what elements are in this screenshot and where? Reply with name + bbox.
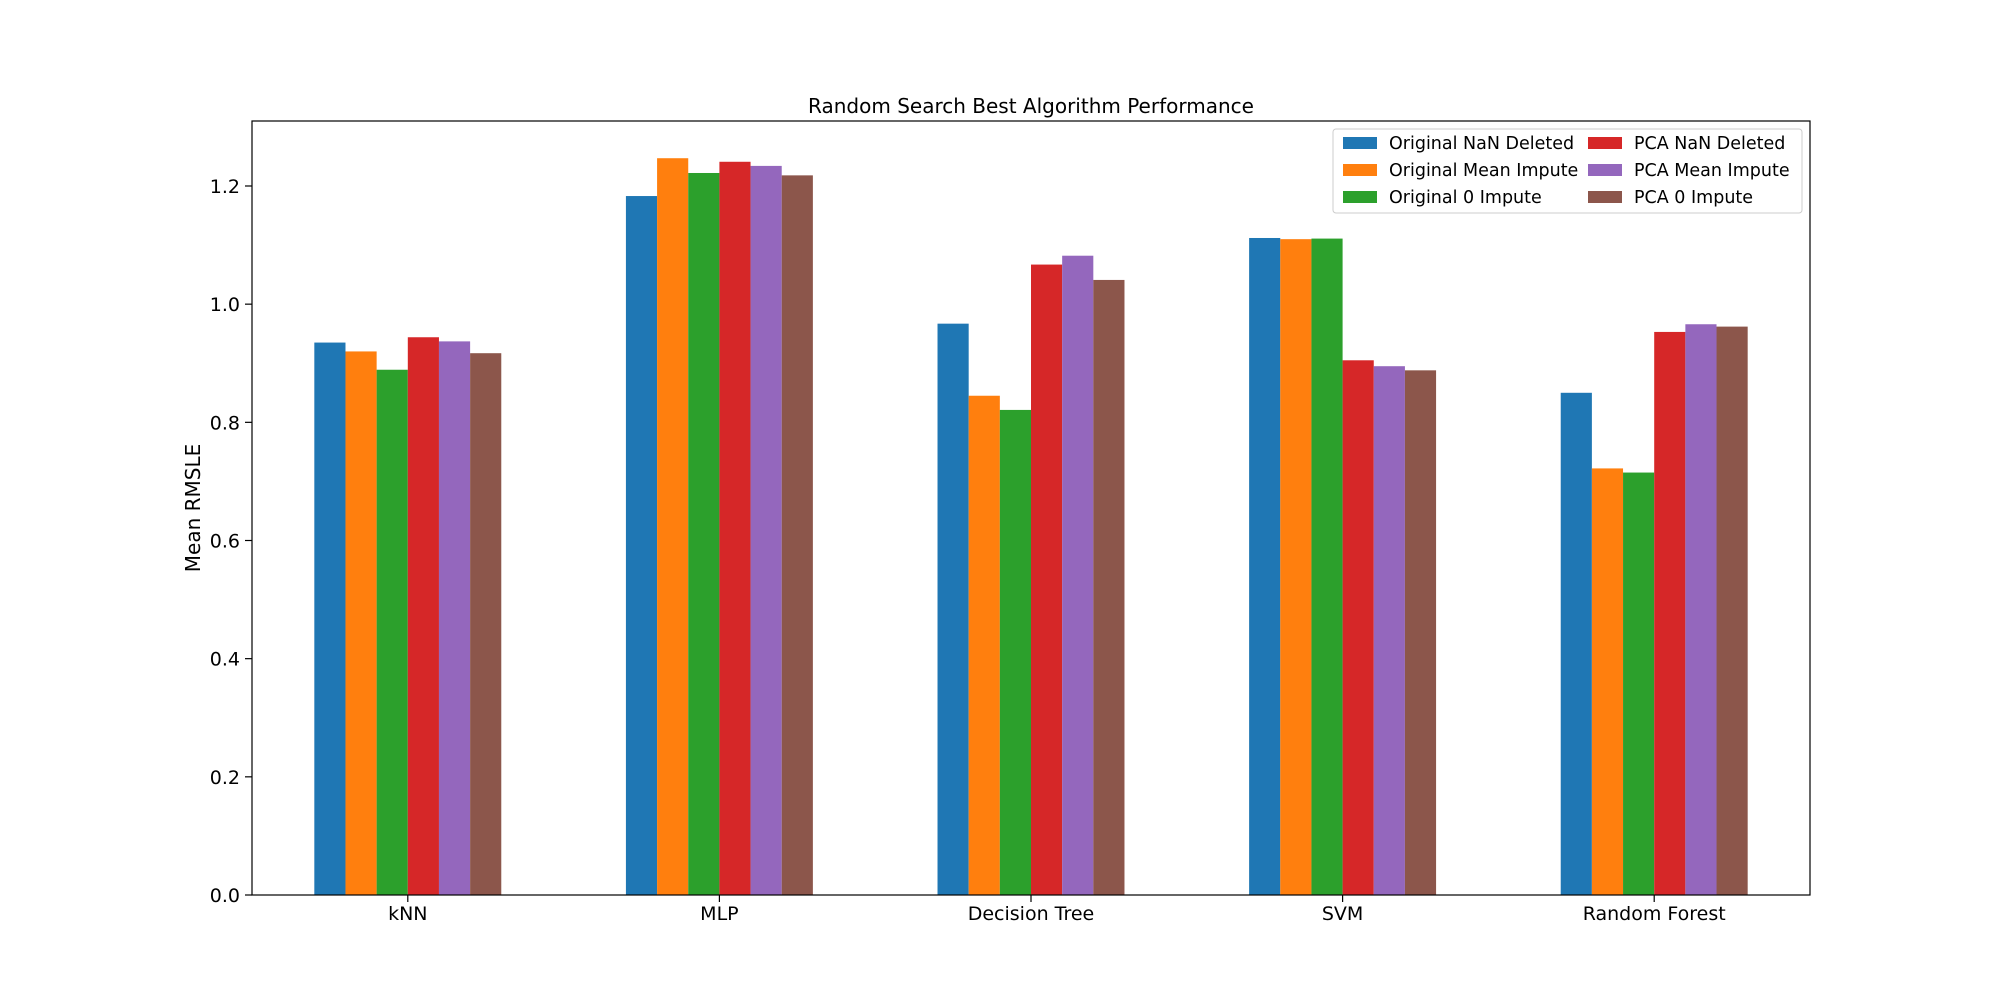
legend-swatch — [1588, 137, 1622, 149]
bar-1-3 — [937, 323, 969, 895]
legend-label: PCA NaN Deleted — [1634, 134, 1785, 154]
y-tick-label: 1.2 — [210, 176, 240, 198]
bar-1-5 — [1560, 392, 1592, 895]
bar-3-1 — [376, 369, 408, 895]
legend-label: Original NaN Deleted — [1389, 134, 1574, 154]
axes-layer: 0.0 0.2 0.4 0.6 0.8 1.0 1.2 kNN MLP Decision Tree… — [210, 120, 1811, 925]
bar-5-1 — [438, 341, 471, 895]
bar-1-2 — [625, 196, 658, 896]
bar-3-3 — [999, 409, 1031, 895]
x-tick-label: kNN — [388, 903, 427, 925]
y-axis-label: Mean RMSLE — [181, 444, 205, 572]
bar-1-4 — [1249, 237, 1281, 896]
legend: Original NaN Deleted Original Mean Impute… — [1332, 128, 1803, 214]
x-tick-label: MLP — [700, 903, 738, 925]
bar-2-1 — [345, 351, 377, 895]
legend-label: PCA 0 Impute — [1634, 188, 1753, 208]
bar-6-3 — [1093, 279, 1125, 895]
y-tick-label: 0.8 — [210, 412, 240, 434]
bar-6-1 — [470, 353, 502, 895]
bar-5-2 — [750, 165, 782, 895]
legend-swatch — [1343, 164, 1377, 176]
legend-swatch — [1588, 191, 1622, 203]
y-tick-label: 0.2 — [210, 767, 240, 789]
bar-2-3 — [968, 395, 1000, 895]
bar-5-4 — [1373, 366, 1405, 895]
y-tick-label: 0.4 — [210, 649, 240, 671]
y-tick-label: 0.6 — [210, 530, 240, 552]
bar-1-1 — [314, 342, 346, 895]
bar-3-5 — [1623, 472, 1655, 895]
bars-layer — [314, 158, 1748, 896]
y-tick-label: 0.0 — [210, 885, 240, 907]
legend-swatch — [1343, 137, 1377, 149]
legend-label: PCA Mean Impute — [1634, 161, 1790, 181]
bar-2-2 — [657, 158, 689, 896]
x-tick-label: SVM — [1322, 903, 1363, 925]
bar-2-4 — [1280, 239, 1312, 896]
bar-3-2 — [688, 172, 720, 896]
bar-4-1 — [407, 337, 439, 895]
bar-3-4 — [1311, 238, 1343, 895]
legend-box — [1332, 128, 1803, 214]
y-tick-label: 1.0 — [210, 294, 240, 316]
bar-6-4 — [1404, 370, 1437, 896]
x-tick-label: Random Forest — [1583, 903, 1726, 925]
bar-6-2 — [781, 175, 813, 896]
legend-swatch — [1343, 191, 1377, 203]
legend-swatch — [1588, 164, 1622, 176]
bar-2-5 — [1591, 468, 1624, 895]
bar-4-2 — [719, 161, 751, 895]
chart-title: Random Search Best Algorithm Performance — [808, 94, 1254, 118]
bar-5-3 — [1062, 255, 1094, 895]
legend-label: Original Mean Impute — [1389, 161, 1578, 181]
bar-4-3 — [1031, 264, 1063, 895]
x-tick-label: Decision Tree — [968, 903, 1095, 925]
legend-label: Original 0 Impute — [1389, 188, 1542, 208]
bar-6-5 — [1716, 326, 1748, 895]
bar-4-4 — [1342, 360, 1374, 895]
bar-5-5 — [1685, 324, 1717, 895]
bar-4-5 — [1654, 331, 1686, 895]
